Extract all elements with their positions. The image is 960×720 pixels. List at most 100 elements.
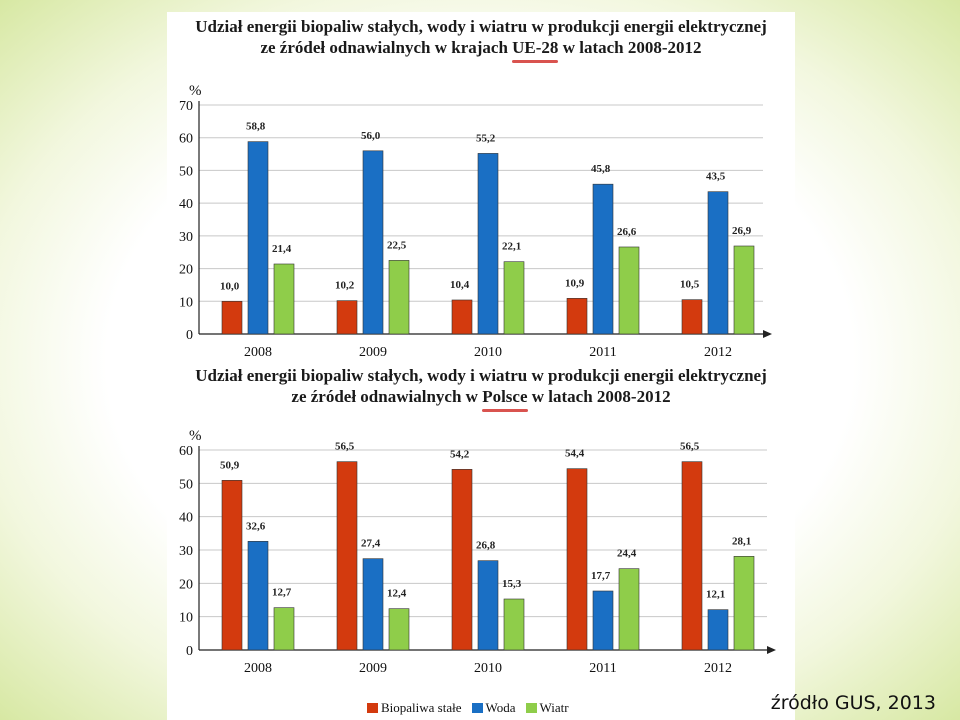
chart-eu-bar-biopaliwa (451, 299, 473, 335)
chart-title-eu: Udział energii biopaliw stałych, wody i … (167, 16, 795, 63)
chart-eu-data-label-wiatr: 22,5 (387, 239, 407, 251)
chart-eu-ytick-label: 10 (179, 295, 193, 310)
chart-eu-bar-biopaliwa (566, 298, 588, 335)
chart-eu-ylabel: % (189, 83, 202, 99)
chart-pl-bar-biopaliwa (681, 461, 703, 651)
chart-eu-data-label-biopaliwa: 10,5 (680, 279, 700, 291)
chart-title-eu-line2-end: w latach 2008-2012 (558, 38, 702, 57)
chart-pl-bar-wiatr (273, 607, 295, 651)
chart-eu-data-label-biopaliwa: 10,9 (565, 277, 585, 289)
chart-pl-bar-woda (247, 541, 269, 651)
chart-pl-bar-biopaliwa (221, 480, 243, 651)
legend-item-biopaliwa: Biopaliwa stałe (367, 700, 462, 716)
charts-panel: Udział energii biopaliw stałych, wody i … (167, 12, 795, 720)
chart-eu-data-label-woda: 56,0 (361, 130, 381, 142)
chart-eu-bar-wiatr (733, 245, 755, 335)
chart-pl-data-label-biopaliwa: 56,5 (335, 441, 355, 453)
chart-eu-data-label-woda: 45,8 (591, 163, 611, 175)
chart-eu-data-label-biopaliwa: 10,0 (220, 280, 240, 292)
legend-swatch-wiatr (525, 703, 537, 713)
legend-item-woda: Woda (471, 700, 516, 716)
chart-eu-data-label-biopaliwa: 10,4 (450, 279, 470, 291)
chart-pl-data-label-biopaliwa: 56,5 (680, 441, 700, 453)
legend-label-woda: Woda (485, 700, 516, 715)
chart-eu-bar-woda (477, 153, 499, 335)
chart-pl-category-label: 2010 (474, 661, 502, 676)
chart-title-pl-line1: Udział energii biopaliw stałych, wody i … (195, 366, 767, 385)
chart-pl-ytick-label: 0 (186, 644, 193, 659)
chart-eu-ytick-label: 70 (179, 99, 193, 114)
chart-eu-bar-woda (592, 183, 614, 335)
chart-eu-category-label: 2011 (589, 345, 616, 360)
chart-pl-data-label-wiatr: 15,3 (502, 578, 522, 590)
chart-title-pl: Udział energii biopaliw stałych, wody i … (167, 365, 795, 412)
chart-eu-ytick-label: 0 (186, 328, 193, 343)
chart-pl-bar-wiatr (388, 608, 410, 651)
chart-eu-data-label-woda: 43,5 (706, 171, 726, 183)
chart-eu-bar-woda (707, 191, 729, 335)
chart-eu-data-label-wiatr: 26,9 (732, 225, 752, 237)
chart-eu-data-label-wiatr: 21,4 (272, 243, 292, 255)
chart-pl-bar-biopaliwa (451, 469, 473, 651)
chart-eu-bar-biopaliwa (221, 300, 243, 335)
chart-eu-bar-wiatr (273, 263, 295, 335)
chart-pl-bar-woda (362, 558, 384, 651)
chart-pl-ytick-label: 20 (179, 577, 193, 592)
chart-pl-ytick-label: 40 (179, 511, 193, 526)
source-note: źródło GUS, 2013 (770, 692, 936, 714)
chart-pl-data-label-woda: 32,6 (246, 520, 266, 532)
chart-pl-bar-wiatr (733, 556, 755, 651)
chart-pl-bar-woda (707, 609, 729, 651)
chart-pl-bar-woda (592, 590, 614, 651)
chart-eu-category-label: 2012 (704, 345, 732, 360)
chart-pl-bar-wiatr (503, 598, 525, 651)
highlight-poland: Polsce (482, 387, 528, 412)
chart-title-pl-line2: ze źródeł odnawialnych w Polsce w latach… (167, 386, 795, 412)
chart-pl-data-label-biopaliwa: 50,9 (220, 459, 240, 471)
chart-eu-bar-biopaliwa (336, 300, 358, 335)
chart-eu-ytick-label: 20 (179, 263, 193, 278)
chart-pl-ytick-label: 50 (179, 477, 193, 492)
chart-eu-category-label: 2010 (474, 345, 502, 360)
chart-pl-data-label-wiatr: 28,1 (732, 535, 751, 547)
chart-eu-bar-woda (362, 150, 384, 335)
chart-eu-bar-woda (247, 141, 269, 335)
chart-pl-ytick-label: 10 (179, 611, 193, 626)
chart-title-pl-line2-start: ze źródeł odnawialnych w (291, 387, 483, 406)
chart-pl-bar-biopaliwa (566, 468, 588, 651)
chart-title-eu-line2-start: ze źródeł odnawialnych w krajach (260, 38, 513, 57)
chart-eu-ytick-label: 50 (179, 164, 193, 179)
chart-pl-data-label-woda: 12,1 (706, 589, 725, 601)
chart-title-pl-line2-end: w latach 2008-2012 (527, 387, 671, 406)
chart-pl-data-label-wiatr: 12,4 (387, 588, 407, 600)
chart-eu-data-label-woda: 58,8 (246, 121, 266, 133)
legend-item-wiatr: Wiatr (525, 700, 569, 716)
chart-pl-category-label: 2008 (244, 661, 272, 676)
chart-eu-data-label-wiatr: 22,1 (502, 241, 521, 253)
chart-pl-data-label-woda: 27,4 (361, 538, 381, 550)
chart-pl-bar-woda (477, 560, 499, 651)
chart-eu-category-label: 2009 (359, 345, 387, 360)
legend-swatch-biopaliwa (367, 703, 378, 713)
chart-pl-data-label-wiatr: 24,4 (617, 548, 637, 560)
chart-eu-bar-wiatr (388, 260, 410, 335)
chart-pl-x-axis-arrow (767, 646, 776, 654)
chart-eu-bar-biopaliwa (681, 299, 703, 335)
chart-eu-bars: 0 10 20 30 40 50 60 70% 10,0 58,8 21,4 2008 10,2 56,0… (179, 83, 772, 360)
chart-pl-data-label-biopaliwa: 54,2 (450, 448, 470, 460)
chart-title-eu-line1: Udział energii biopaliw stałych, wody i … (195, 17, 767, 36)
chart-pl-ytick-label: 30 (179, 544, 193, 559)
chart-eu-bar-wiatr (618, 246, 640, 335)
chart-eu-x-axis-arrow (763, 330, 772, 338)
chart-pl-category-label: 2009 (359, 661, 387, 676)
chart-eu-data-label-wiatr: 26,6 (617, 226, 637, 238)
chart-pl-bar-biopaliwa (336, 461, 358, 651)
chart-eu-ytick-label: 40 (179, 197, 193, 212)
chart-eu-ytick-label: 60 (179, 132, 193, 147)
chart-title-eu-line2: ze źródeł odnawialnych w krajach UE-28 w… (167, 37, 795, 63)
chart-eu-data-label-biopaliwa: 10,2 (335, 280, 355, 292)
legend-label-wiatr: Wiatr (539, 700, 569, 715)
chart-pl-category-label: 2011 (589, 661, 616, 676)
chart-eu-category-label: 2008 (244, 345, 272, 360)
chart-eu-data-label-woda: 55,2 (476, 132, 496, 144)
